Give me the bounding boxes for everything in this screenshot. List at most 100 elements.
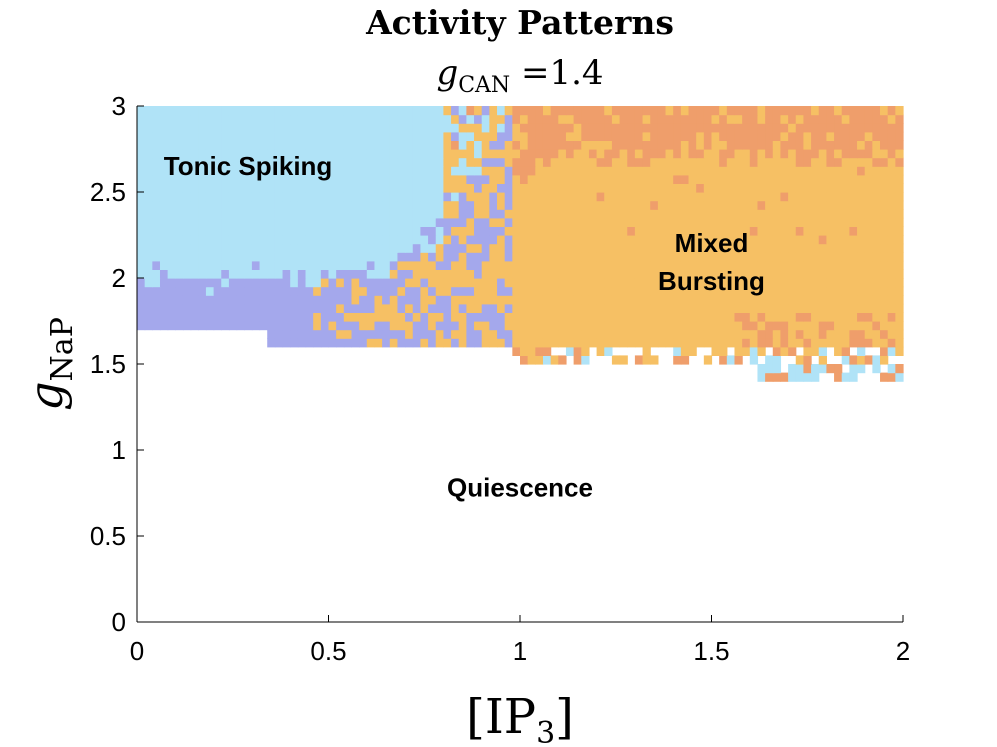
heatmap-cell	[818, 217, 827, 227]
heatmap-cell	[267, 157, 276, 167]
heatmap-cell	[772, 131, 782, 141]
heatmap-cell	[680, 149, 690, 159]
heatmap-cell	[688, 123, 697, 133]
heatmap-cell	[328, 235, 337, 245]
heatmap-cell	[144, 166, 153, 176]
heatmap-cell	[259, 183, 268, 193]
heatmap-cell	[673, 192, 682, 202]
heatmap-cell	[665, 269, 674, 279]
heatmap-cell	[420, 329, 429, 339]
heatmap-cell	[749, 192, 759, 202]
heatmap-cell	[864, 200, 873, 210]
heatmap-cell	[159, 321, 169, 331]
heatmap-cell	[382, 260, 391, 270]
heatmap-cell	[665, 166, 674, 176]
heatmap-cell	[412, 192, 422, 202]
heatmap-cell	[297, 123, 307, 133]
heatmap-cell	[228, 312, 238, 322]
heatmap-cell	[864, 183, 873, 193]
heatmap-cell	[788, 174, 797, 184]
heatmap-cell	[244, 269, 253, 279]
heatmap-cell	[849, 123, 858, 133]
heatmap-cell	[389, 174, 399, 184]
heatmap-cell	[803, 140, 812, 150]
heatmap-cell	[573, 243, 582, 253]
heatmap-cell	[282, 235, 291, 245]
heatmap-cell	[474, 114, 483, 124]
heatmap-cell	[389, 235, 399, 245]
heatmap-cell	[742, 183, 751, 193]
heatmap-cell	[611, 192, 621, 202]
heatmap-cell	[765, 226, 774, 236]
heatmap-cell	[588, 321, 598, 331]
heatmap-cell	[351, 321, 360, 331]
heatmap-cell	[159, 226, 169, 236]
heatmap-cell	[864, 269, 873, 279]
heatmap-cell	[152, 106, 161, 116]
heatmap-cell	[397, 269, 406, 279]
heatmap-cell	[251, 217, 261, 227]
heatmap-cell	[366, 157, 376, 167]
heatmap-cell	[458, 123, 467, 133]
heatmap-cell	[320, 269, 330, 279]
heatmap-cell	[719, 157, 728, 167]
heatmap-cell	[581, 278, 590, 288]
heatmap-cell	[152, 243, 161, 253]
heatmap-cell	[887, 235, 896, 245]
heatmap-cell	[872, 243, 881, 253]
heatmap-cell	[313, 235, 322, 245]
heatmap-cell	[443, 123, 452, 133]
heatmap-cell	[466, 338, 475, 348]
heatmap-cell	[895, 140, 904, 150]
heatmap-cell	[167, 149, 176, 159]
heatmap-cell	[190, 114, 199, 124]
heatmap-cell	[811, 321, 820, 331]
heatmap-cell	[137, 235, 146, 245]
heatmap-cell	[711, 321, 720, 331]
heatmap-cell	[811, 166, 820, 176]
heatmap-cell	[527, 303, 536, 313]
heatmap-cell	[443, 252, 452, 262]
heatmap-cell	[451, 200, 460, 210]
heatmap-cell	[405, 192, 414, 202]
heatmap-cell	[290, 243, 299, 253]
heatmap-cell	[634, 123, 644, 133]
heatmap-cell	[550, 295, 559, 305]
heatmap-cell	[267, 174, 276, 184]
heatmap-cell	[811, 174, 820, 184]
heatmap-cell	[780, 252, 789, 262]
heatmap-cell	[772, 346, 782, 356]
heatmap-cell	[650, 286, 659, 296]
heatmap-cell	[397, 166, 406, 176]
heatmap-cell	[236, 106, 245, 116]
heatmap-cell	[611, 157, 621, 167]
heatmap-cell	[811, 303, 820, 313]
heatmap-cell	[267, 166, 276, 176]
heatmap-cell	[351, 329, 360, 339]
heatmap-cell	[665, 243, 674, 253]
heatmap-cell	[573, 269, 582, 279]
heatmap-cell	[711, 226, 720, 236]
heatmap-cell	[765, 174, 774, 184]
heatmap-cell	[359, 183, 368, 193]
heatmap-cell	[826, 364, 835, 374]
heatmap-cell	[772, 269, 782, 279]
heatmap-cell	[152, 192, 161, 202]
heatmap-cell	[665, 226, 674, 236]
heatmap-cell	[282, 200, 291, 210]
heatmap-cell	[228, 278, 238, 288]
heatmap-cell	[221, 200, 230, 210]
heatmap-cell	[880, 295, 889, 305]
heatmap-cell	[451, 278, 460, 288]
heatmap-cell	[366, 166, 376, 176]
heatmap-cell	[504, 303, 513, 313]
heatmap-cell	[811, 200, 820, 210]
heatmap-cell	[780, 123, 789, 133]
heatmap-cell	[719, 235, 728, 245]
heatmap-cell	[757, 346, 766, 356]
heatmap-cell	[175, 278, 184, 288]
heatmap-cell	[642, 312, 651, 322]
heatmap-cell	[297, 114, 307, 124]
heatmap-cell	[550, 226, 559, 236]
heatmap-cell	[466, 174, 475, 184]
